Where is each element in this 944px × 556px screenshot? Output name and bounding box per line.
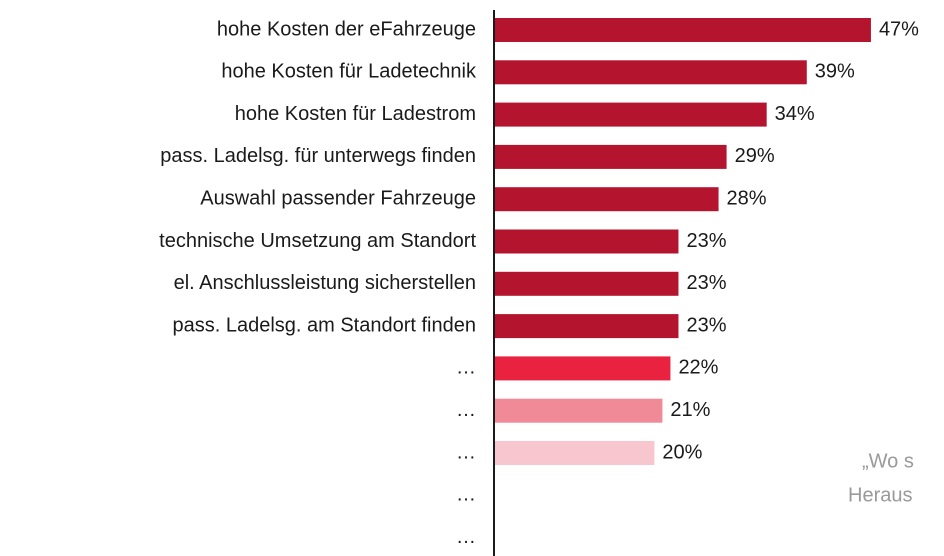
value-label: 23%: [686, 314, 726, 336]
category-label: …: [456, 484, 476, 506]
bar: [494, 60, 807, 85]
value-label: 22%: [678, 357, 718, 379]
category-label: technische Umsetzung am Standort: [159, 230, 476, 252]
category-label: hohe Kosten für Ladestrom: [235, 103, 476, 125]
category-label: hohe Kosten für Ladetechnik: [221, 61, 477, 83]
category-label: hohe Kosten der eFahrzeuge: [217, 18, 476, 40]
bar: [494, 441, 655, 465]
value-label: 47%: [879, 18, 919, 40]
bar: [494, 102, 767, 127]
category-label: el. Anschlussleistung sicherstellen: [174, 272, 476, 294]
value-label: 21%: [670, 399, 710, 421]
annotation: „Wo s: [862, 450, 914, 472]
category-label: …: [456, 526, 476, 548]
bar: [494, 229, 679, 254]
category-label: pass. Ladelsg. am Standort finden: [172, 314, 476, 336]
bar: [494, 187, 719, 212]
value-label: 28%: [727, 187, 767, 209]
bar: [494, 144, 727, 169]
category-label: …: [456, 399, 476, 421]
value-label: 20%: [662, 441, 702, 463]
category-label: pass. Ladelsg. für unterwegs finden: [160, 145, 476, 167]
bar: [494, 398, 663, 423]
bar: [494, 18, 871, 42]
bar: [494, 356, 671, 381]
bar: [494, 271, 679, 296]
annotation: Heraus: [848, 484, 912, 506]
category-label: …: [456, 441, 476, 463]
value-label: 39%: [815, 61, 855, 83]
value-label: 34%: [775, 103, 815, 125]
value-label: 23%: [686, 272, 726, 294]
value-label: 23%: [686, 230, 726, 252]
category-label: …: [456, 357, 476, 379]
bar: [494, 314, 679, 339]
value-label: 29%: [735, 145, 775, 167]
category-label: Auswahl passender Fahrzeuge: [200, 187, 476, 209]
